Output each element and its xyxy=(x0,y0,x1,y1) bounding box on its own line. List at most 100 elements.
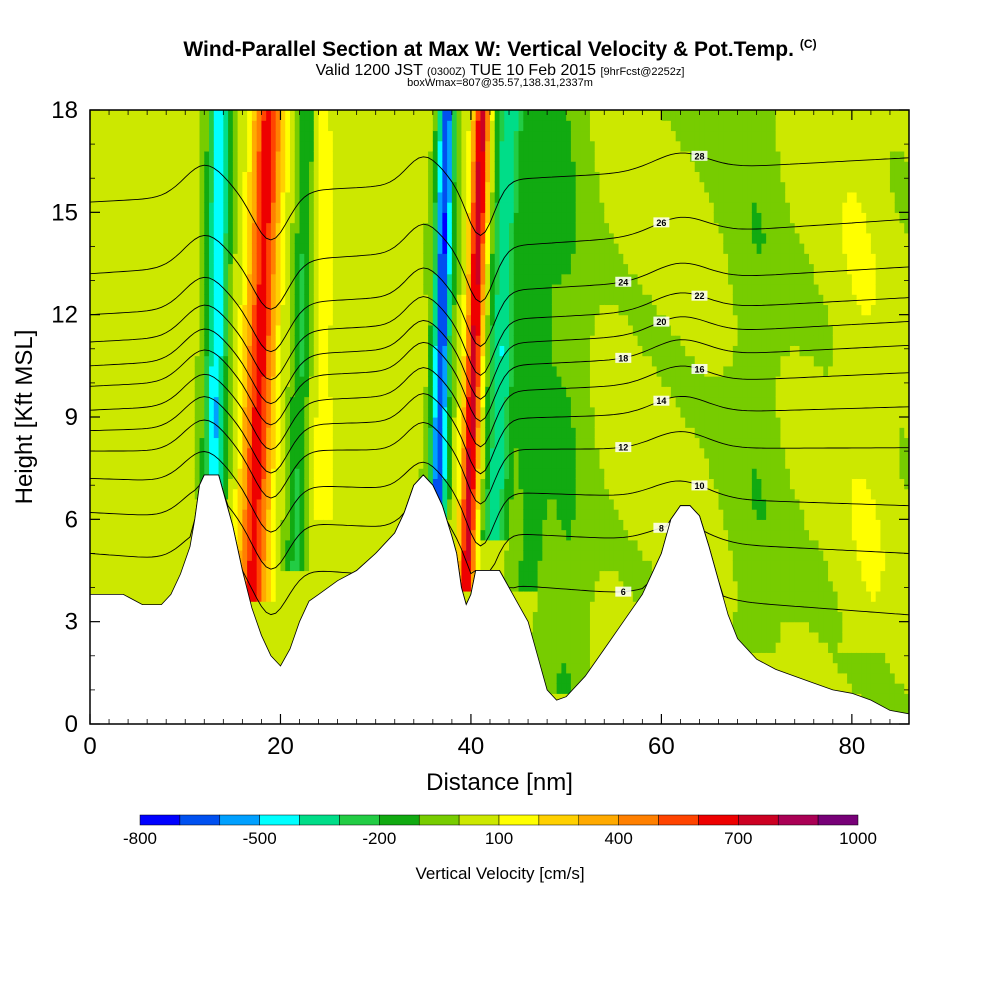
velocity-cell xyxy=(299,304,305,316)
velocity-cell xyxy=(366,150,372,162)
velocity-cell xyxy=(232,212,239,224)
velocity-cell xyxy=(289,120,296,132)
velocity-cell xyxy=(170,550,177,561)
velocity-cell xyxy=(451,140,458,152)
velocity-cell xyxy=(256,130,263,142)
velocity-cell xyxy=(99,120,105,132)
velocity-cell xyxy=(132,376,139,387)
velocity-cell xyxy=(185,222,191,234)
velocity-cell xyxy=(428,171,434,183)
velocity-cell xyxy=(189,437,196,449)
velocity-cell xyxy=(285,396,291,408)
velocity-cell xyxy=(351,202,358,213)
velocity-cell xyxy=(347,498,353,510)
velocity-cell xyxy=(389,263,396,275)
velocity-cell xyxy=(337,345,343,357)
velocity-cell xyxy=(175,365,182,377)
velocity-cell xyxy=(404,263,410,275)
velocity-cell xyxy=(280,120,286,132)
velocity-cell xyxy=(461,253,467,265)
velocity-cell xyxy=(394,468,401,479)
velocity-cell xyxy=(189,161,196,172)
velocity-cell xyxy=(356,335,363,346)
velocity-cell xyxy=(428,232,434,244)
velocity-cell xyxy=(399,427,405,439)
velocity-cell xyxy=(404,304,410,316)
velocity-cell xyxy=(280,232,286,244)
velocity-cell xyxy=(90,376,96,387)
velocity-cell xyxy=(132,324,139,336)
velocity-cell xyxy=(442,447,448,459)
velocity-cell xyxy=(337,110,343,121)
velocity-cell xyxy=(480,427,486,439)
velocity-cell xyxy=(280,642,286,653)
velocity-cell xyxy=(475,529,482,541)
velocity-cell xyxy=(347,345,353,357)
velocity-cell xyxy=(218,447,224,459)
velocity-cell xyxy=(142,386,148,398)
velocity-cell xyxy=(104,468,110,479)
velocity-cell xyxy=(413,191,420,203)
velocity-cell xyxy=(109,447,115,459)
velocity-cell xyxy=(294,386,301,398)
velocity-cell xyxy=(251,376,258,387)
velocity-cell xyxy=(370,345,377,357)
velocity-cell xyxy=(218,212,224,224)
velocity-cell xyxy=(466,590,472,602)
velocity-cell xyxy=(375,386,382,398)
velocity-cell xyxy=(137,560,143,572)
velocity-cell xyxy=(166,273,172,285)
velocity-cell xyxy=(189,509,196,520)
velocity-cell xyxy=(294,550,301,561)
velocity-cell xyxy=(370,406,377,418)
velocity-cell xyxy=(332,263,339,275)
velocity-cell xyxy=(166,457,172,469)
velocity-cell xyxy=(323,376,329,387)
velocity-cell xyxy=(109,222,115,234)
velocity-cell xyxy=(223,171,229,183)
velocity-cell xyxy=(394,406,401,418)
velocity-cell xyxy=(432,365,439,377)
velocity-cell xyxy=(328,314,334,326)
velocity-cell xyxy=(337,570,343,582)
velocity-cell xyxy=(247,498,253,510)
velocity-cell xyxy=(356,161,363,172)
velocity-cell xyxy=(289,222,296,234)
velocity-cell xyxy=(128,539,134,551)
velocity-cell xyxy=(228,140,234,152)
velocity-cell xyxy=(309,550,315,561)
velocity-cell xyxy=(94,314,101,326)
velocity-cell xyxy=(270,253,277,265)
velocity-cell xyxy=(185,406,191,418)
velocity-cell xyxy=(318,191,324,203)
velocity-cell xyxy=(209,365,215,377)
velocity-cell xyxy=(409,335,415,346)
velocity-cell xyxy=(466,509,472,520)
velocity-cell xyxy=(113,202,120,213)
velocity-cell xyxy=(247,191,253,203)
velocity-cell xyxy=(247,304,253,316)
velocity-cell xyxy=(370,365,377,377)
velocity-cell xyxy=(237,283,243,295)
velocity-cell xyxy=(109,519,115,531)
velocity-cell xyxy=(280,468,286,479)
velocity-cell xyxy=(428,161,434,172)
velocity-cell xyxy=(475,447,482,459)
velocity-cell xyxy=(213,406,220,418)
velocity-cell xyxy=(142,550,148,561)
velocity-cell xyxy=(94,417,101,428)
velocity-cell xyxy=(223,202,229,213)
velocity-cell xyxy=(170,488,177,500)
velocity-cell xyxy=(147,294,153,306)
velocity-cell xyxy=(123,171,129,183)
velocity-cell xyxy=(351,550,358,561)
velocity-cell xyxy=(218,304,224,316)
velocity-cell xyxy=(461,396,467,408)
velocity-cell xyxy=(199,355,205,367)
velocity-cell xyxy=(270,509,277,520)
velocity-cell xyxy=(304,427,310,439)
velocity-cell xyxy=(209,396,215,408)
velocity-cell xyxy=(185,437,191,449)
velocity-cell xyxy=(242,253,248,265)
velocity-cell xyxy=(366,161,372,172)
